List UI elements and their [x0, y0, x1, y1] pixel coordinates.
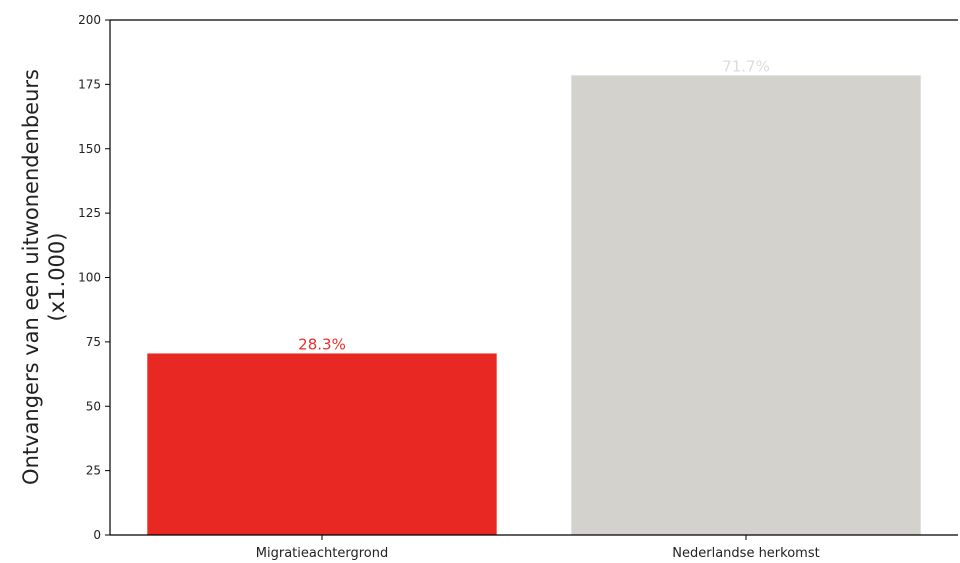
bar-2 — [571, 75, 921, 536]
y-tick-label-3: 50 — [86, 399, 101, 413]
y-tick-label-5: 100 — [78, 271, 101, 285]
x-axis: Migratieachtergrond Nederlandse herkomst — [256, 535, 820, 561]
data-label-1: 28.3% — [298, 335, 346, 353]
y-tick-label-6: 125 — [78, 206, 101, 220]
data-label-2: 71.7% — [722, 57, 770, 75]
x-tick-label-2: Nederlandse herkomst — [672, 546, 819, 561]
plot-frame — [109, 19, 958, 536]
y-tick-label-2: 25 — [86, 464, 101, 478]
y-tick-label-9: 200 — [78, 13, 101, 27]
y-tick-label-4: 75 — [86, 335, 101, 349]
data-labels-group: 28.3% 71.7% — [298, 57, 770, 353]
y-axis: 0 25 50 75 100 125 150 175 200 — [78, 13, 110, 542]
y-tick-label-1: 0 — [93, 528, 101, 542]
y-axis-title: Ontvangers van een uitwonendenbeurs (x1.… — [19, 69, 69, 485]
y-tick-label-8: 175 — [78, 77, 101, 91]
x-tick-label-1: Migratieachtergrond — [256, 546, 388, 561]
bars-group — [147, 75, 921, 536]
y-axis-title-line-2: (x1.000) — [45, 233, 69, 322]
y-tick-label-7: 150 — [78, 142, 101, 156]
y-axis-title-line-1: Ontvangers van een uitwonendenbeurs — [19, 69, 43, 485]
bar-1 — [147, 353, 497, 535]
